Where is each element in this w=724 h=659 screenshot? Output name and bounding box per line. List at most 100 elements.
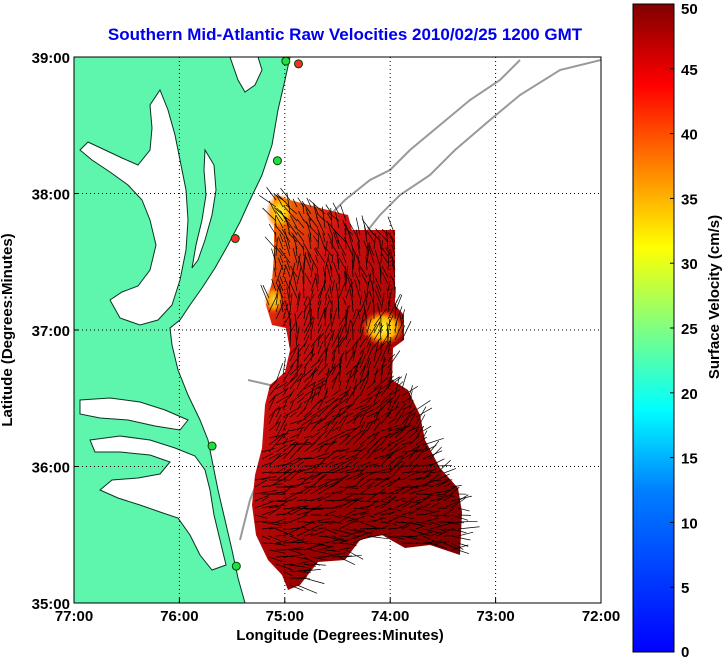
colorbar-tick-label: 5 [681,580,689,597]
velocity-vector [373,467,393,474]
colorbar-title: Surface Velocity (cm/s) [706,215,723,379]
velocity-vector [342,297,347,306]
station-marker [207,441,217,451]
velocity-vector [345,266,348,285]
velocity-vector [401,411,412,418]
velocity-vector [271,279,277,292]
velocity-vector [408,505,423,516]
velocity-vector [373,233,377,250]
x-axis-title: Longitude (Degrees:Minutes) [236,627,444,644]
velocity-vector [303,369,319,383]
velocity-vector [315,254,319,264]
velocity-vector [274,224,284,236]
velocity-vector [387,527,404,530]
velocity-vector [359,291,369,313]
velocity-vector [387,487,405,495]
velocity-vector [380,369,383,383]
velocity-vector [278,283,284,306]
y-tick-label: 35:00 [32,596,70,613]
velocity-vector [352,357,361,376]
velocity-vector [415,406,427,425]
velocity-vector [382,272,389,285]
velocity-vector [261,448,275,453]
velocity-vector [359,335,369,348]
velocity-vector [275,518,287,523]
velocity-vector [310,496,324,502]
velocity-vector [289,553,306,558]
velocity-vector [366,535,389,540]
velocity-vector [275,439,295,446]
velocity-vector [268,549,285,554]
velocity-vector [415,525,424,530]
velocity-vector [457,494,469,502]
velocity-vector [327,233,333,243]
velocity-vector [394,422,411,439]
velocity-vector [275,393,292,404]
velocity-vector [310,405,329,418]
velocity-vector [345,386,358,404]
velocity-vector [331,330,341,348]
velocity-vector [378,235,382,250]
colorbar-tick-label: 50 [681,1,698,18]
velocity-vector [289,446,301,460]
velocity-vector [436,541,450,544]
velocity-vector [387,354,396,362]
velocity-vector [363,240,368,250]
velocity-vector [282,563,301,567]
velocity-vector [282,264,287,278]
velocity-vector [359,353,367,369]
velocity-vector [268,526,283,530]
velocity-vector [394,303,397,320]
velocity-vector [373,431,380,439]
velocity-vector [295,334,298,348]
velocity-vector [277,257,284,271]
velocity-vector [379,262,382,285]
velocity-vector [366,337,372,348]
velocity-vector [415,436,428,446]
velocity-vector [344,228,347,250]
station-marker [230,234,240,244]
velocity-vector [387,337,392,355]
velocity-vector [282,443,298,460]
velocity-vector [284,278,291,292]
bathymetry-contour-inner [329,59,521,216]
velocity-vector [429,498,441,502]
velocity-vector [268,535,281,542]
velocity-vector [268,506,281,516]
velocity-vector [359,319,366,327]
velocity-vector [275,304,279,313]
velocity-vector [415,521,432,525]
velocity-vector [268,383,280,397]
velocity-vector [422,528,444,535]
velocity-vector [268,542,290,547]
velocity-vector [394,484,410,495]
velocity-vector [331,394,349,404]
velocity-vector [317,514,332,517]
velocity-vector [401,511,412,516]
velocity-vector [373,421,382,432]
velocity-vector [282,485,293,495]
velocity-vector [394,320,404,341]
velocity-vector [296,412,313,425]
velocity-vector [422,503,430,509]
velocity-vector [303,569,321,572]
velocity-vector [268,380,277,390]
velocity-vector [366,441,379,453]
velocity-vector [289,570,311,573]
velocity-vector [359,409,374,418]
velocity-vector [310,462,327,467]
velocity-vector [331,514,342,519]
velocity-vector [317,546,334,551]
velocity-vector [254,520,268,523]
velocity-vector [375,228,382,236]
velocity-vector [338,281,346,299]
velocity-vector [339,258,347,271]
velocity-vector [286,260,291,271]
velocity-vector [352,413,360,425]
velocity-vector [310,390,317,404]
velocity-vector [429,521,441,526]
velocity-vector [324,333,333,355]
velocity-vector [317,380,324,397]
velocity-vector [303,471,318,474]
velocity-vector [387,438,402,446]
